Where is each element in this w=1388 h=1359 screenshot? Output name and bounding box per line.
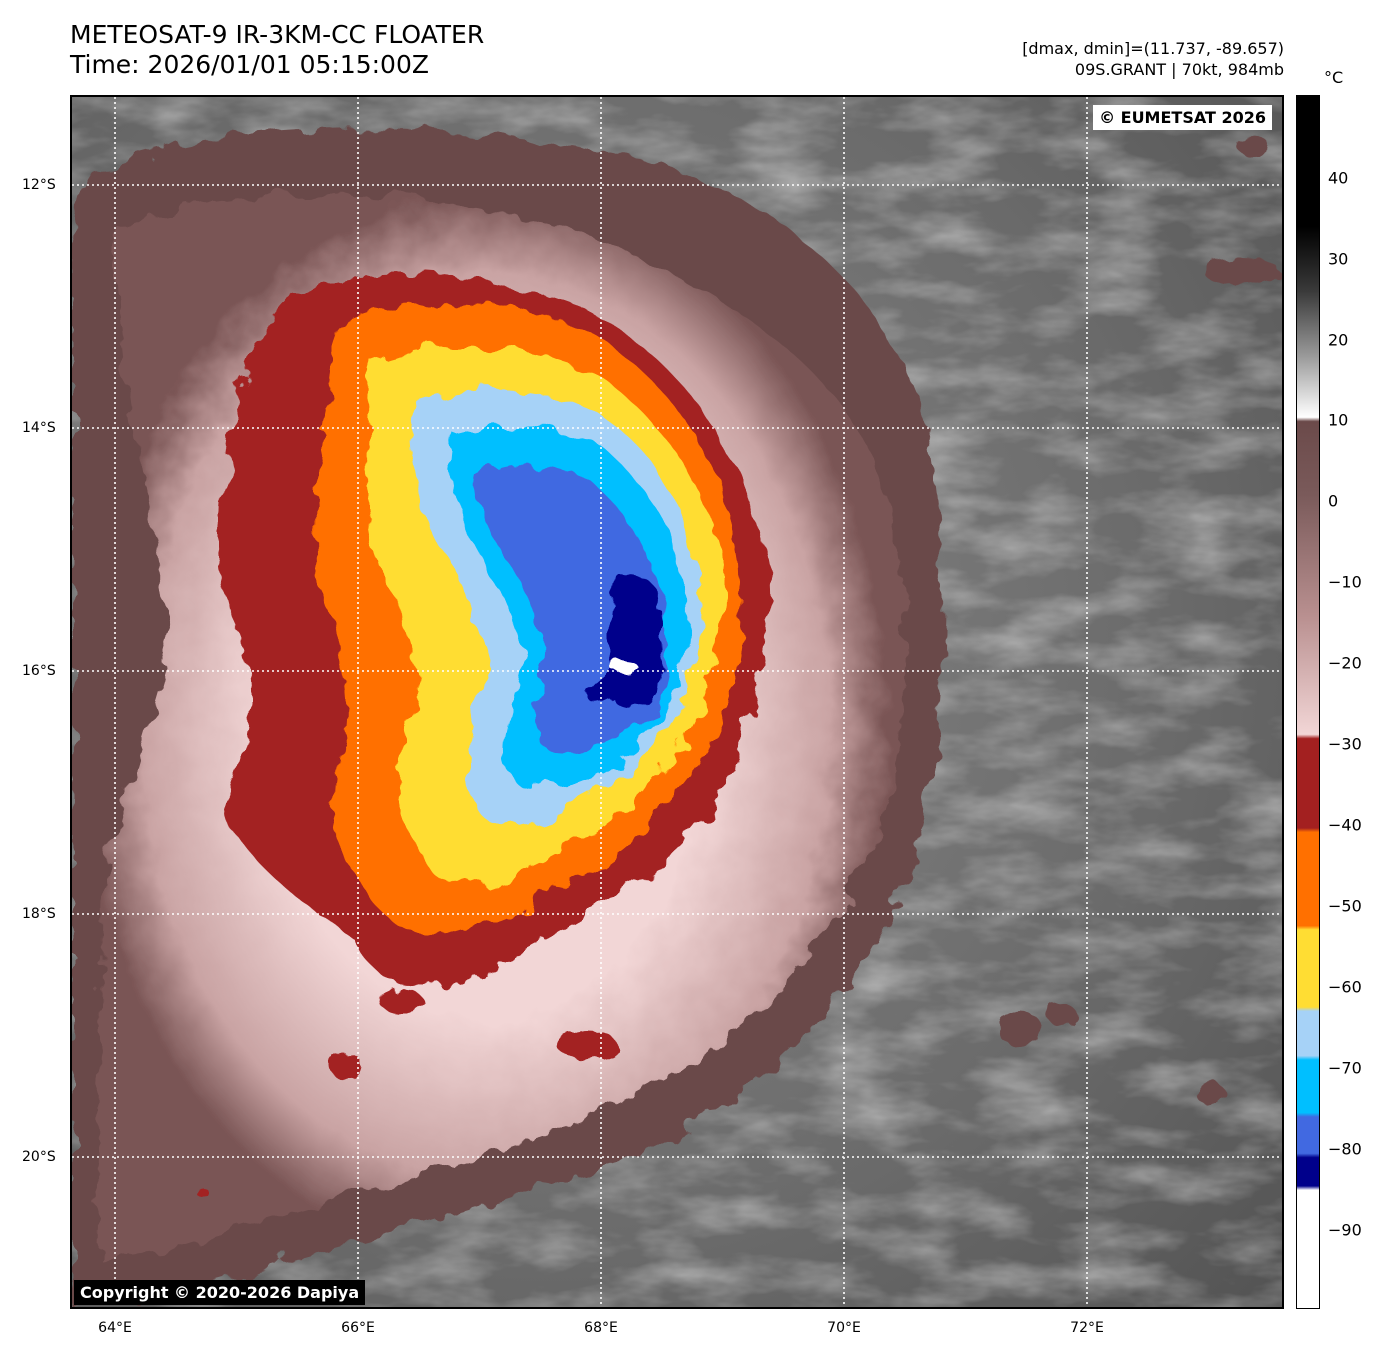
lat-label-16s: 16°S — [22, 663, 56, 679]
colorbar-tick: −30 — [1328, 734, 1362, 754]
data-range-text: [dmax, dmin]=(11.737, -89.657) — [1022, 39, 1284, 58]
storm-info-text: 09S.GRANT | 70kt, 984mb — [1074, 60, 1284, 79]
colorbar-tick: 40 — [1328, 168, 1349, 188]
coldest-core — [587, 575, 664, 710]
lat-label-14s: 14°S — [22, 420, 56, 436]
colorbar-tick: 10 — [1328, 410, 1349, 430]
title-time: Time: 2026/01/01 05:15:00Z — [70, 50, 429, 79]
red-cells — [196, 990, 617, 1197]
colorbar-tick: 20 — [1328, 330, 1349, 350]
colorbar-unit: °C — [1324, 68, 1344, 87]
lat-label-12s: 12°S — [22, 177, 56, 193]
title-product: METEOSAT-9 IR-3KM-CC FLOATER — [70, 20, 485, 49]
colorbar-tick: −80 — [1328, 1139, 1362, 1159]
eumetsat-credit: © EUMETSAT 2026 — [1093, 105, 1272, 130]
figure-title: METEOSAT-9 IR-3KM-CC FLOATER Time: 2026/… — [70, 20, 484, 80]
colorbar-tick: −60 — [1328, 977, 1362, 997]
scattered-cells — [998, 135, 1280, 1105]
lon-label-66e: 66°E — [341, 1320, 375, 1336]
lat-label-20s: 20°S — [22, 1149, 56, 1165]
temperature-colorbar — [1296, 95, 1320, 1309]
lon-label-70e: 70°E — [827, 1320, 861, 1336]
colorbar-tick: −20 — [1328, 653, 1362, 673]
colorbar-tick: 0 — [1328, 491, 1339, 511]
map-gridlines — [72, 97, 1282, 1307]
lat-label-18s: 18°S — [22, 906, 56, 922]
colorbar-tick: 30 — [1328, 249, 1349, 269]
colorbar-tick: −90 — [1328, 1220, 1362, 1240]
lon-label-64e: 64°E — [98, 1320, 132, 1336]
lon-label-72e: 72°E — [1070, 1320, 1104, 1336]
colorbar-tick: −70 — [1328, 1058, 1362, 1078]
lon-label-68e: 68°E — [584, 1320, 618, 1336]
figure-info: [dmax, dmin]=(11.737, -89.657) 09S.GRANT… — [1022, 38, 1284, 80]
colorbar-tick: −40 — [1328, 815, 1362, 835]
colorbar-tick: −10 — [1328, 572, 1362, 592]
storm-cloud-shield — [72, 128, 945, 1307]
ir-imagery — [72, 97, 1282, 1307]
satellite-map[interactable]: © EUMETSAT 2026 Copyright © 2020-2026 Da… — [70, 95, 1284, 1309]
colorbar-tick: −50 — [1328, 896, 1362, 916]
copyright-label: Copyright © 2020-2026 Dapiya — [74, 1280, 366, 1305]
